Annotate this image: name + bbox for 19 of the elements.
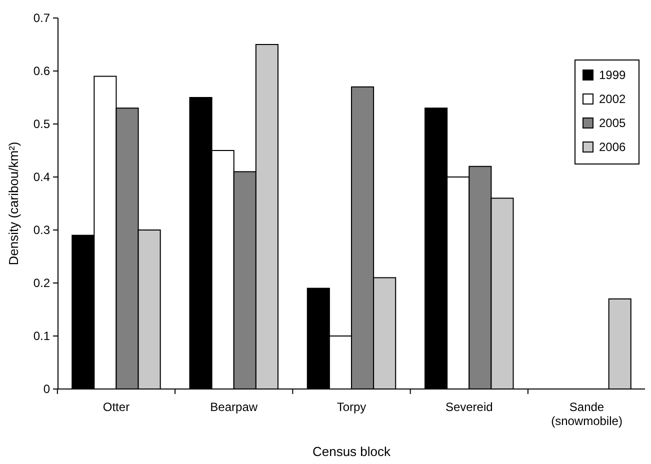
y-tick-label: 0.2 — [33, 276, 50, 290]
legend-label: 2002 — [599, 92, 626, 106]
y-tick-label: 0.5 — [33, 117, 50, 132]
x-tick-label: Bearpaw — [210, 400, 258, 414]
legend-label: 2006 — [599, 140, 626, 154]
x-tick-label: Severeid — [445, 400, 493, 414]
y-tick-label: 0.4 — [33, 170, 50, 184]
x-tick-label: Torpy — [336, 400, 366, 414]
legend-label: 1999 — [599, 68, 626, 82]
y-axis-title: Density (caribou/km²) — [6, 142, 21, 266]
x-axis-title: Census block — [312, 444, 392, 459]
legend-label: 2005 — [599, 116, 626, 130]
y-tick-label: 0.1 — [33, 329, 50, 344]
y-tick-label: 0.7 — [33, 11, 50, 26]
y-tick-label: 0 — [43, 382, 50, 396]
x-tick-label: Sande (snowmobile) — [551, 400, 622, 428]
y-tick-label: 0.3 — [33, 223, 50, 238]
y-tick-label: 0.6 — [33, 64, 50, 78]
x-tick-label: Otter — [102, 400, 130, 414]
